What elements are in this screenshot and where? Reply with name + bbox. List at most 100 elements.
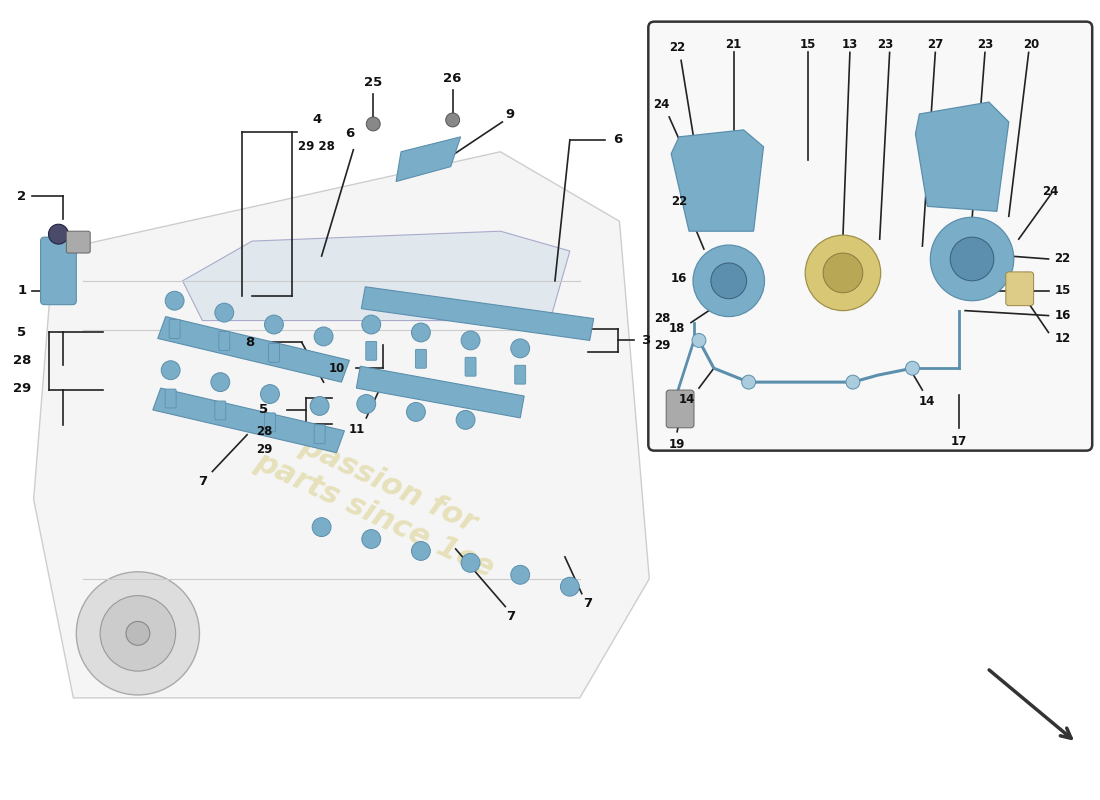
Text: 4: 4 (312, 114, 321, 126)
Circle shape (931, 218, 1014, 301)
Text: 5: 5 (260, 403, 268, 417)
Text: 23: 23 (878, 38, 894, 51)
Text: 29: 29 (256, 443, 272, 456)
Circle shape (510, 566, 529, 584)
Text: 12: 12 (1055, 332, 1070, 345)
Circle shape (100, 596, 176, 671)
Text: 1: 1 (18, 284, 26, 298)
Circle shape (214, 303, 233, 322)
Text: 5: 5 (18, 326, 26, 339)
Circle shape (362, 315, 381, 334)
Circle shape (312, 518, 331, 537)
Circle shape (76, 572, 199, 695)
Text: 20: 20 (1023, 38, 1040, 51)
Circle shape (711, 263, 747, 298)
Circle shape (560, 578, 580, 596)
FancyBboxPatch shape (268, 343, 279, 362)
Circle shape (693, 245, 764, 317)
Text: 27: 27 (927, 38, 944, 51)
Text: 24: 24 (1042, 185, 1058, 198)
Circle shape (264, 315, 284, 334)
Text: 7: 7 (506, 610, 515, 623)
Polygon shape (153, 388, 344, 453)
Text: 24: 24 (653, 98, 670, 110)
Polygon shape (183, 231, 570, 321)
Text: 6: 6 (344, 127, 354, 140)
Text: 22: 22 (671, 195, 688, 208)
Circle shape (411, 542, 430, 560)
Text: 29 28: 29 28 (298, 140, 336, 154)
Circle shape (510, 339, 529, 358)
FancyBboxPatch shape (264, 413, 275, 432)
Text: 28: 28 (256, 426, 272, 438)
Circle shape (366, 117, 381, 131)
Text: 10: 10 (329, 362, 344, 374)
Text: 7: 7 (583, 597, 592, 610)
Text: 18: 18 (669, 322, 685, 335)
FancyBboxPatch shape (165, 389, 176, 408)
Text: 21: 21 (726, 38, 741, 51)
FancyBboxPatch shape (366, 342, 376, 360)
Text: 16: 16 (1055, 309, 1070, 322)
Circle shape (823, 253, 862, 293)
Circle shape (407, 402, 426, 422)
Text: 8: 8 (245, 336, 255, 349)
Polygon shape (915, 102, 1009, 211)
Text: 15: 15 (1055, 284, 1070, 298)
Circle shape (741, 375, 756, 389)
Circle shape (805, 235, 881, 310)
FancyBboxPatch shape (169, 319, 180, 338)
Text: 14: 14 (679, 394, 695, 406)
Text: 25: 25 (364, 76, 383, 89)
Text: 6: 6 (613, 134, 623, 146)
FancyBboxPatch shape (66, 231, 90, 253)
FancyBboxPatch shape (416, 350, 427, 368)
Text: passion for
parts since 1ce: passion for parts since 1ce (250, 416, 513, 582)
Text: 23: 23 (977, 38, 993, 51)
Circle shape (162, 361, 180, 380)
Text: 9: 9 (506, 107, 515, 121)
Text: 26: 26 (443, 72, 462, 85)
Circle shape (692, 334, 706, 347)
FancyBboxPatch shape (648, 22, 1092, 450)
Circle shape (126, 622, 150, 646)
Circle shape (165, 291, 184, 310)
Circle shape (48, 224, 68, 244)
Circle shape (310, 397, 329, 415)
Text: 22: 22 (1055, 253, 1070, 266)
Text: 28: 28 (654, 312, 671, 325)
FancyBboxPatch shape (315, 425, 326, 444)
Text: 29: 29 (654, 339, 671, 352)
Circle shape (261, 385, 279, 403)
Polygon shape (361, 286, 594, 341)
Circle shape (315, 327, 333, 346)
Circle shape (362, 530, 381, 549)
Text: 7: 7 (198, 475, 207, 488)
Polygon shape (157, 317, 350, 382)
FancyBboxPatch shape (41, 237, 76, 305)
Text: 29: 29 (12, 382, 31, 394)
FancyBboxPatch shape (1005, 272, 1034, 306)
FancyBboxPatch shape (219, 331, 230, 350)
Polygon shape (671, 130, 763, 231)
Circle shape (456, 410, 475, 430)
Circle shape (356, 394, 376, 414)
Text: 19: 19 (669, 438, 685, 451)
Polygon shape (356, 366, 525, 418)
Circle shape (461, 554, 480, 572)
Text: 14: 14 (920, 395, 935, 409)
Text: 15: 15 (800, 38, 816, 51)
FancyBboxPatch shape (667, 390, 694, 428)
Circle shape (211, 373, 230, 391)
Text: 16: 16 (671, 272, 688, 286)
Circle shape (461, 331, 480, 350)
Polygon shape (34, 152, 649, 698)
Circle shape (846, 375, 860, 389)
Circle shape (446, 113, 460, 127)
Text: 2: 2 (18, 190, 26, 203)
Polygon shape (396, 137, 461, 182)
FancyBboxPatch shape (515, 366, 526, 384)
Text: 22: 22 (669, 41, 685, 54)
Circle shape (950, 237, 994, 281)
Text: 13: 13 (842, 38, 858, 51)
